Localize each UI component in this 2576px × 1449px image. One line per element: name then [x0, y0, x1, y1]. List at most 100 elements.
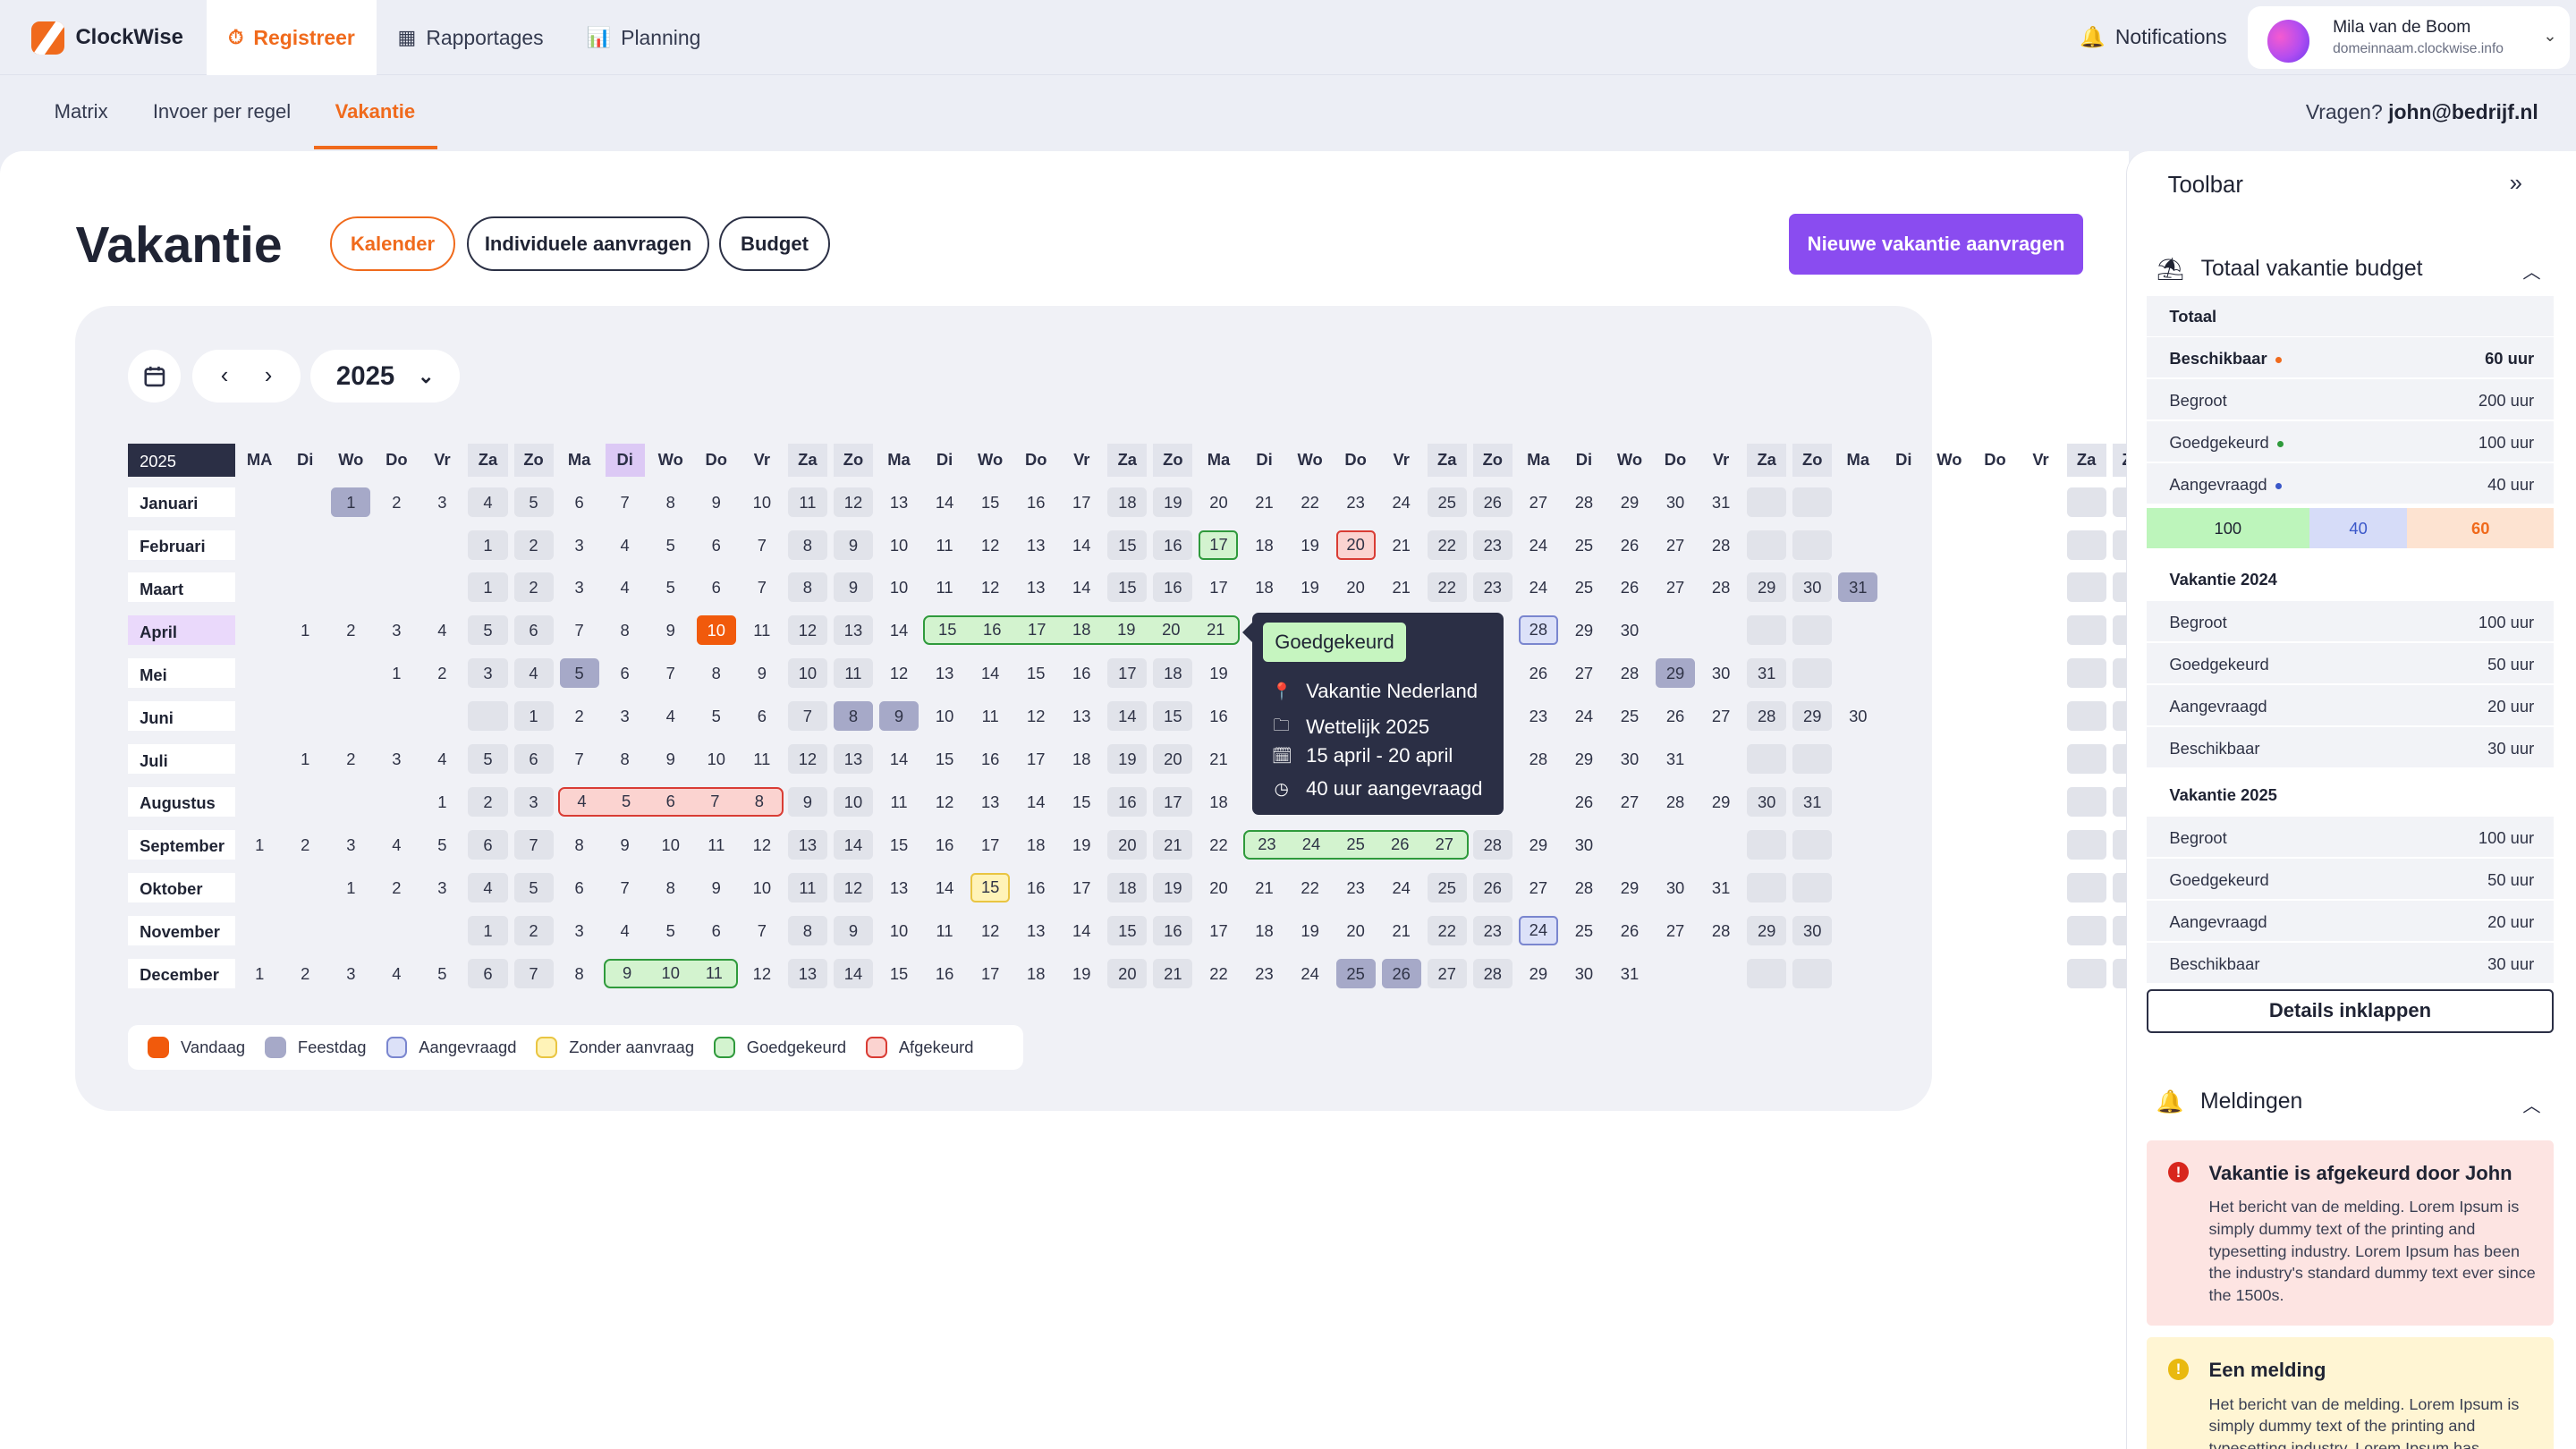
day-cell[interactable]: 11: [936, 920, 953, 940]
day-cell[interactable]: 29: [1620, 878, 1640, 897]
day-cell[interactable]: 10: [752, 878, 772, 897]
day-cell[interactable]: 2: [392, 878, 402, 897]
day-cell[interactable]: 29: [1747, 915, 1787, 945]
day-cell[interactable]: 1: [255, 835, 265, 855]
day-cell[interactable]: 3: [346, 963, 356, 983]
day-cell[interactable]: 21: [1255, 878, 1274, 897]
user-menu[interactable]: Mila van de Boom domeinnaam.clockwise.in…: [2247, 6, 2570, 70]
day-cell[interactable]: 17: [1026, 750, 1046, 769]
day-cell[interactable]: 27: [1574, 664, 1594, 683]
day-cell[interactable]: 4: [468, 487, 508, 517]
day-cell-holiday[interactable]: 1: [331, 487, 371, 517]
day-cell[interactable]: 6: [711, 578, 721, 597]
day-cell[interactable]: 11: [787, 873, 827, 903]
day-cell[interactable]: 8: [787, 530, 827, 560]
day-cell[interactable]: 30: [1849, 707, 1868, 726]
day-cell[interactable]: 21: [1153, 958, 1193, 988]
tab-invoer-per-regel[interactable]: Invoer per regel: [152, 100, 292, 123]
day-cell[interactable]: 22: [1427, 572, 1467, 603]
day-cell-requested[interactable]: 24: [1518, 915, 1558, 945]
day-cell[interactable]: 27: [1529, 878, 1548, 897]
day-cell[interactable]: 29: [1620, 492, 1640, 512]
day-cell[interactable]: 16: [1107, 787, 1148, 818]
day-cell[interactable]: 9: [711, 492, 721, 512]
day-cell[interactable]: 2: [513, 530, 554, 560]
day-cell[interactable]: 27: [1427, 958, 1467, 988]
day-cell[interactable]: 17: [1153, 787, 1193, 818]
meldingen-section-header[interactable]: 🔔 Meldingen: [2157, 1089, 2303, 1115]
day-cell[interactable]: 13: [1026, 578, 1046, 597]
day-cell[interactable]: 9: [665, 621, 675, 640]
view-tab-kalender[interactable]: Kalender: [330, 216, 455, 272]
chevron-up-icon[interactable]: ︿: [2522, 263, 2541, 284]
day-cell[interactable]: 28: [1711, 578, 1731, 597]
day-cell[interactable]: 10: [787, 658, 827, 689]
day-cell[interactable]: 12: [935, 792, 954, 812]
day-cell[interactable]: 8: [665, 492, 675, 512]
day-cell[interactable]: 6: [468, 958, 508, 988]
day-cell[interactable]: 2: [301, 963, 310, 983]
day-cell[interactable]: 17: [1107, 658, 1148, 689]
day-cell[interactable]: 19: [1153, 873, 1193, 903]
day-cell[interactable]: 3: [620, 707, 630, 726]
day-cell[interactable]: 1: [513, 701, 554, 732]
day-cell[interactable]: 7: [665, 664, 675, 683]
day-cell[interactable]: 24: [1392, 878, 1411, 897]
day-cell[interactable]: 1: [468, 915, 508, 945]
day-cell[interactable]: 13: [1072, 707, 1091, 726]
day-cell[interactable]: 27: [1665, 578, 1685, 597]
day-cell[interactable]: 2: [301, 835, 310, 855]
day-cell[interactable]: 20: [1346, 578, 1365, 597]
day-cell[interactable]: 25: [1574, 535, 1594, 555]
day-cell[interactable]: 11: [787, 487, 827, 517]
day-cell[interactable]: 17: [1072, 878, 1091, 897]
day-cell[interactable]: 28: [1711, 535, 1731, 555]
day-cell[interactable]: 19: [1072, 963, 1091, 983]
day-cell[interactable]: 13: [935, 664, 954, 683]
day-cell[interactable]: 20: [1107, 958, 1148, 988]
day-cell[interactable]: 30: [1792, 915, 1833, 945]
day-cell[interactable]: 3: [574, 920, 584, 940]
day-cell[interactable]: 10: [707, 750, 725, 769]
day-cell[interactable]: 30: [1574, 963, 1594, 983]
day-cell[interactable]: 30: [1747, 787, 1787, 818]
day-cell[interactable]: 28: [1620, 664, 1640, 683]
day-cell[interactable]: 13: [787, 958, 827, 988]
day-cell[interactable]: 14: [1026, 792, 1046, 812]
day-cell[interactable]: 18: [1107, 873, 1148, 903]
day-cell[interactable]: 15: [1107, 530, 1148, 560]
day-cell-holiday[interactable]: 26: [1381, 958, 1421, 988]
day-cell[interactable]: 28: [1747, 701, 1787, 732]
day-cell-approved[interactable]: 17: [1199, 530, 1239, 560]
day-cell[interactable]: 18: [1209, 792, 1228, 812]
day-cell[interactable]: 22: [1209, 835, 1228, 855]
day-cell[interactable]: 8: [620, 750, 630, 769]
day-cell[interactable]: 22: [1209, 963, 1228, 983]
tab-matrix[interactable]: Matrix: [54, 100, 108, 123]
day-cell[interactable]: 12: [980, 920, 1000, 940]
day-cell[interactable]: 5: [437, 835, 447, 855]
day-cell[interactable]: 29: [1711, 792, 1731, 812]
day-cell[interactable]: 3: [392, 750, 402, 769]
day-cell[interactable]: 12: [1026, 707, 1046, 726]
day-cell[interactable]: 5: [468, 744, 508, 775]
day-cell[interactable]: 9: [833, 530, 873, 560]
day-cell[interactable]: 25: [1620, 707, 1640, 726]
day-cell[interactable]: 4: [437, 621, 447, 640]
day-cell[interactable]: 14: [833, 958, 873, 988]
day-cell[interactable]: 29: [1529, 835, 1548, 855]
day-cell[interactable]: 22: [1301, 878, 1319, 897]
day-cell[interactable]: 12: [787, 615, 827, 646]
day-cell[interactable]: 12: [752, 835, 772, 855]
day-cell[interactable]: 1: [468, 530, 508, 560]
day-cell[interactable]: 30: [1665, 878, 1685, 897]
day-cell[interactable]: 5: [711, 707, 721, 726]
nav-registreer[interactable]: ⏱ Registreer: [207, 0, 377, 76]
day-cell[interactable]: 17: [1209, 920, 1228, 940]
day-cell[interactable]: 29: [1792, 701, 1833, 732]
day-cell[interactable]: 20: [1209, 492, 1228, 512]
day-cell[interactable]: 13: [833, 744, 873, 775]
day-cell[interactable]: 23: [1472, 572, 1513, 603]
day-cell[interactable]: 1: [437, 792, 447, 812]
day-cell[interactable]: 26: [1472, 487, 1513, 517]
